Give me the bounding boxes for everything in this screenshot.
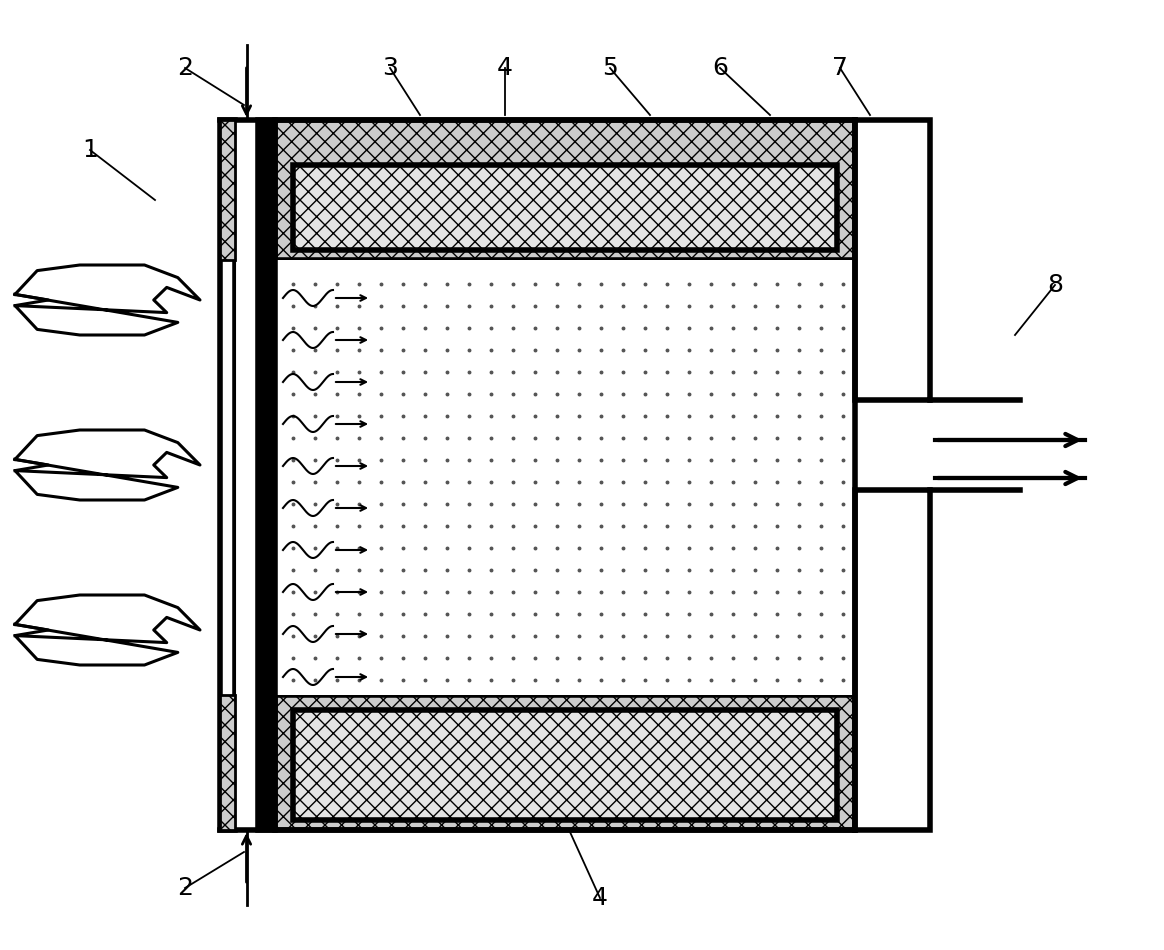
Bar — [235, 120, 258, 830]
Bar — [258, 120, 275, 830]
Text: 7: 7 — [832, 56, 847, 80]
Bar — [220, 695, 235, 830]
Bar — [293, 710, 837, 820]
Bar — [275, 120, 856, 260]
Bar — [275, 260, 856, 695]
Bar — [220, 120, 235, 830]
Bar — [275, 695, 856, 830]
Text: 1: 1 — [83, 138, 98, 162]
Polygon shape — [856, 120, 930, 400]
Text: 8: 8 — [1046, 273, 1063, 297]
Text: 2: 2 — [177, 56, 193, 80]
Bar — [293, 165, 837, 250]
Text: 5: 5 — [602, 56, 618, 80]
Bar — [856, 120, 930, 400]
Text: 6: 6 — [712, 56, 728, 80]
Text: 4: 4 — [497, 56, 513, 80]
Bar — [220, 120, 235, 260]
Text: 4: 4 — [592, 886, 608, 910]
Text: 3: 3 — [382, 56, 398, 80]
Bar — [856, 490, 930, 830]
Text: 2: 2 — [177, 876, 193, 900]
Polygon shape — [856, 490, 930, 830]
